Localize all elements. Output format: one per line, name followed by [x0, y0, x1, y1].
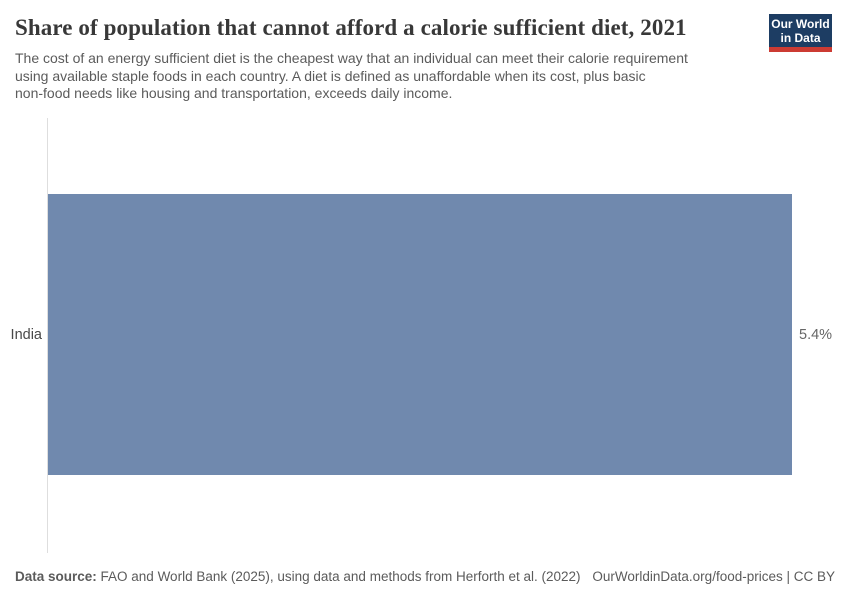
- chart-subtitle: The cost of an energy sufficient diet is…: [15, 50, 688, 103]
- owid-logo-line1: Our World: [771, 17, 830, 31]
- data-source-note: Data source: FAO and World Bank (2025), …: [15, 569, 581, 584]
- bar-india[interactable]: [48, 194, 792, 475]
- owid-logo-line2: in Data: [780, 31, 821, 45]
- license-link[interactable]: OurWorldinData.org/food-prices | CC BY: [592, 569, 835, 584]
- owid-logo[interactable]: Our World in Data: [769, 14, 832, 52]
- page-title: Share of population that cannot afford a…: [15, 15, 687, 40]
- y-axis-line: [47, 118, 48, 553]
- subtitle-line: non-food needs like housing and transpor…: [15, 85, 453, 101]
- value-label-india: 5.4%: [799, 327, 833, 343]
- data-source-label: Data source:: [15, 569, 97, 584]
- bar-track: [48, 194, 792, 475]
- data-source-text: FAO and World Bank (2025), using data an…: [96, 569, 581, 584]
- subtitle-line: using available staple foods in each cou…: [15, 67, 646, 84]
- entity-label-india: India: [10, 327, 42, 343]
- subtitle-line: The cost of an energy sufficient diet is…: [15, 50, 688, 66]
